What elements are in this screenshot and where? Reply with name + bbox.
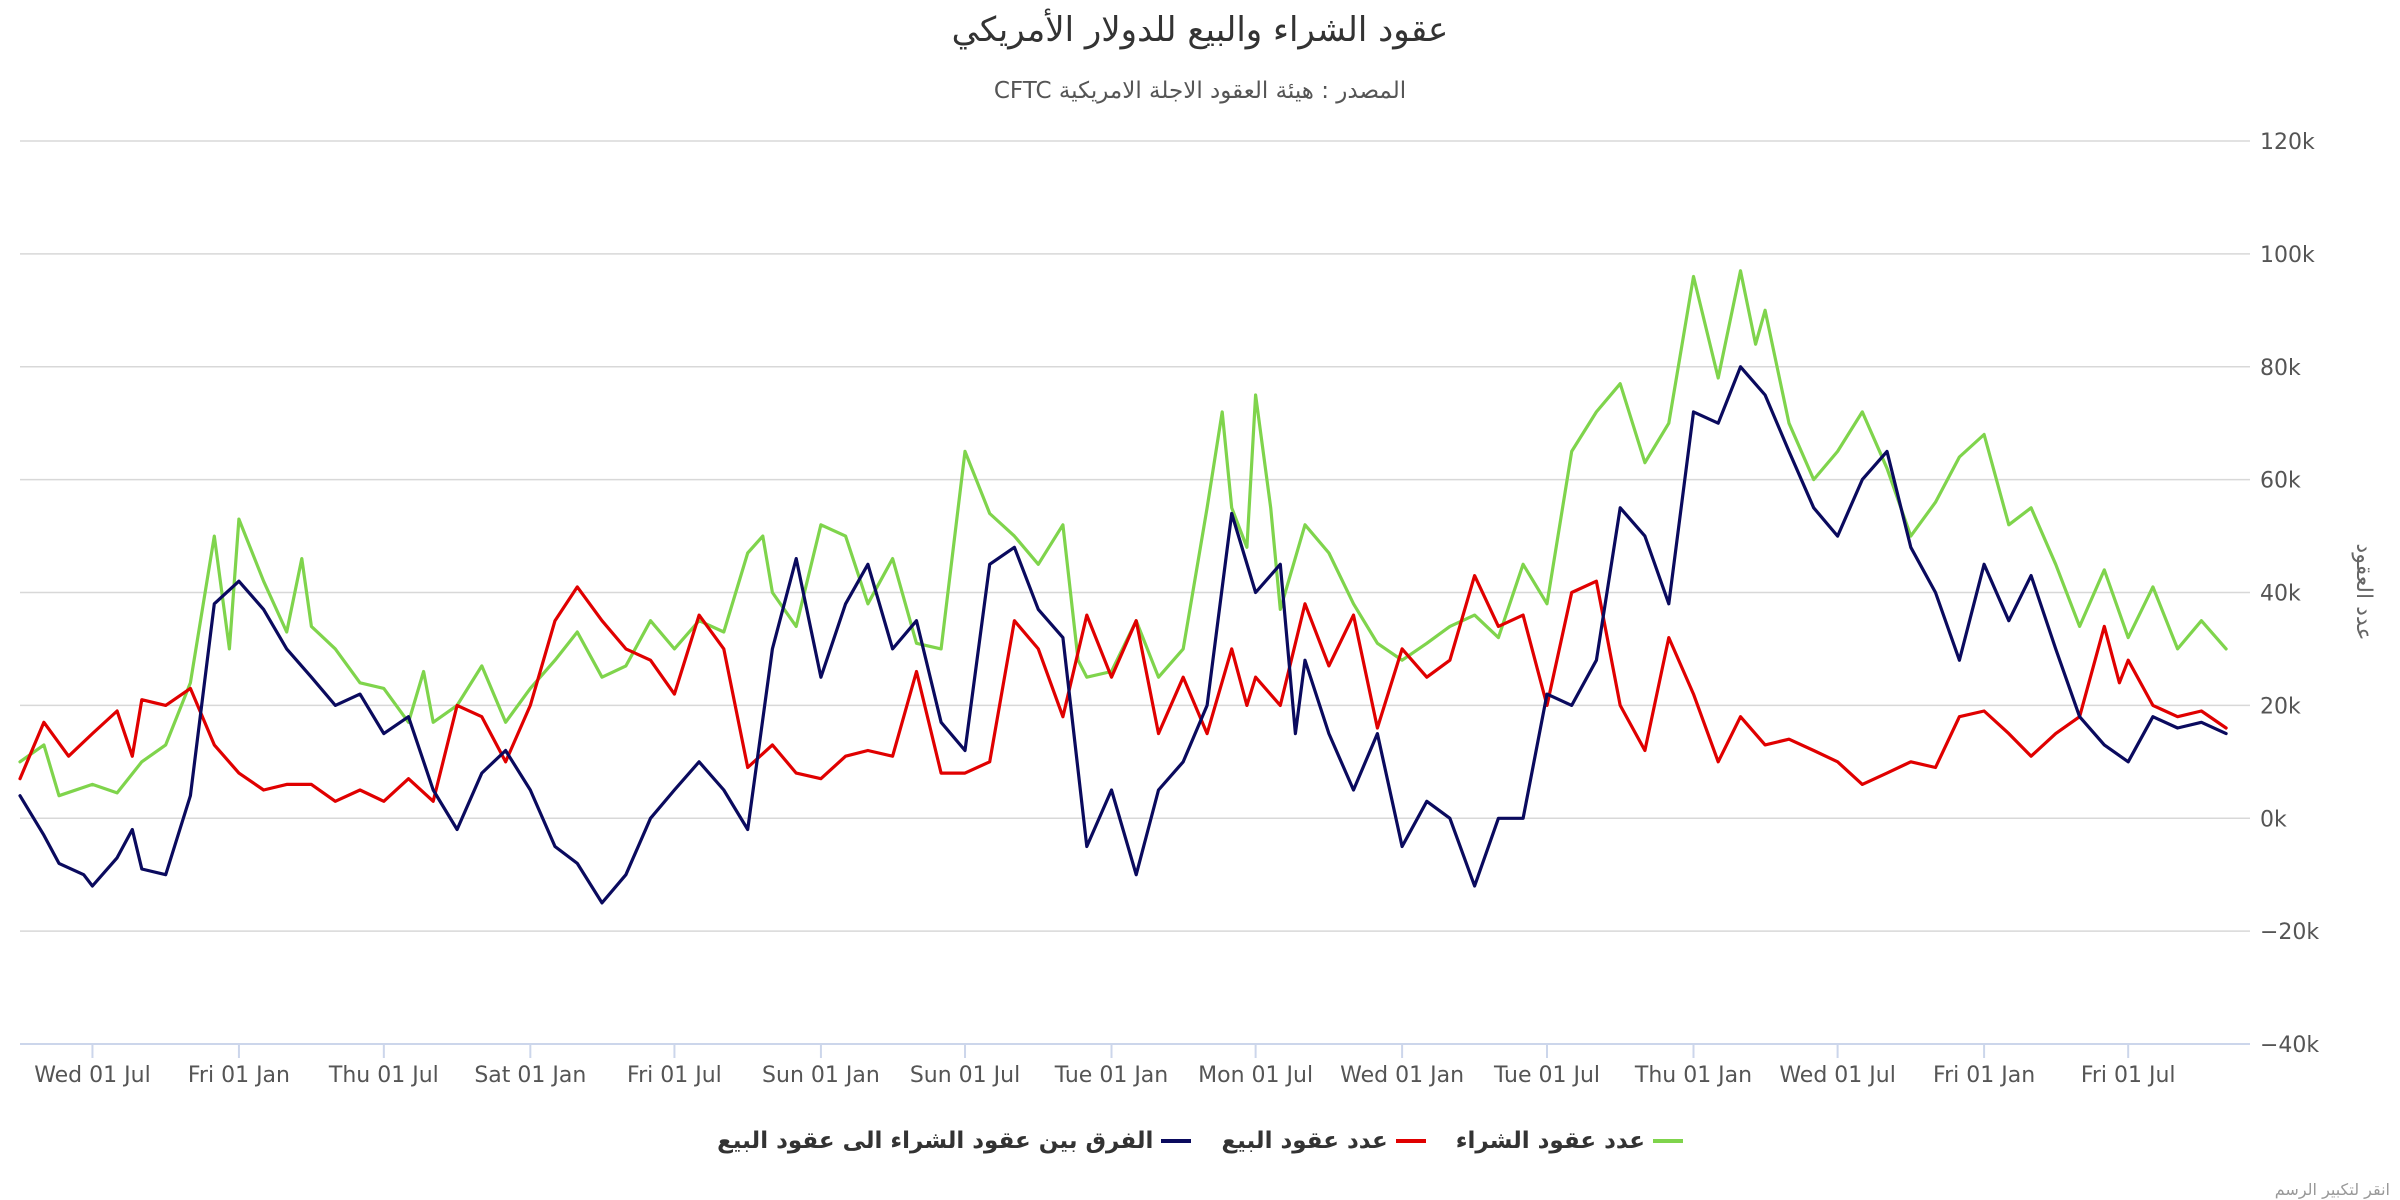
x-tick-label: Wed 01 Jan	[1340, 1063, 1464, 1088]
chart-subtitle: المصدر : هيئة العقود الاجلة الامريكية CF…	[993, 78, 1407, 104]
legend-line-icon	[1395, 1139, 1426, 1143]
legend-line-icon	[1161, 1139, 1192, 1143]
x-tick-label: Wed 01 Jul	[1779, 1063, 1896, 1088]
credits-link[interactable]: انقر لتكبير الرسم	[2274, 1180, 2390, 1199]
legend: عدد عقود الشراء عدد عقود البيع الفرق بين ع…	[0, 1128, 2400, 1154]
y-tick-label: −40k	[2260, 1033, 2319, 1058]
y-tick-label: −20k	[2260, 920, 2319, 945]
x-tick-label: Sat 01 Jan	[474, 1063, 586, 1088]
x-tick-label: Mon 01 Jul	[1198, 1063, 1313, 1088]
chart-title: عقود الشراء والبيع للدولار الأمريكي	[951, 10, 1449, 50]
y-tick-label: 80k	[2260, 356, 2301, 381]
y-tick-label: 40k	[2260, 582, 2301, 607]
x-tick-label: Tue 01 Jul	[1493, 1063, 1600, 1088]
x-tick-label: Wed 01 Jul	[34, 1063, 151, 1088]
series-line-2	[18, 573, 2228, 803]
x-tick-label: Fri 01 Jan	[188, 1063, 290, 1088]
y-tick-label: 60k	[2260, 469, 2301, 494]
x-tick-label: Fri 01 Jan	[1933, 1063, 2035, 1088]
legend-item-1[interactable]: عدد عقود الشراء	[1456, 1128, 1683, 1154]
x-tick-label: Fri 01 Jul	[2081, 1063, 2176, 1088]
series-lines	[18, 269, 2228, 905]
series-line-1	[18, 269, 2228, 798]
legend-line-icon	[1652, 1139, 1683, 1143]
y-tick-label: 0k	[2260, 807, 2287, 832]
y-tick-label: 120k	[2260, 130, 2315, 155]
x-axis: Wed 01 Jul Fri 01 Jan Thu 01 Jul Sat 01 Jan…	[20, 1043, 2250, 1088]
series-line-3	[18, 365, 2228, 905]
y-tick-label: 100k	[2260, 243, 2315, 268]
x-tick-label: Thu 01 Jan	[1634, 1063, 1752, 1088]
y-tick-label: 20k	[2260, 694, 2301, 719]
legend-label: الفرق بين عقود الشراء الى عقود البيع	[717, 1128, 1154, 1154]
legend-label: عدد عقود الشراء	[1455, 1128, 1645, 1154]
legend-label: عدد عقود البيع	[1221, 1128, 1388, 1154]
x-tick-label: Sun 01 Jul	[910, 1063, 1020, 1088]
x-tick-label: Sun 01 Jan	[762, 1063, 880, 1088]
x-tick-label: Thu 01 Jul	[328, 1063, 439, 1088]
grid-lines	[20, 140, 2250, 1045]
x-tick-label: Tue 01 Jan	[1054, 1063, 1168, 1088]
y-axis-label: عدد العقود	[2351, 543, 2376, 640]
x-tick-label: Fri 01 Jul	[627, 1063, 722, 1088]
legend-item-2[interactable]: عدد عقود البيع	[1221, 1128, 1426, 1154]
legend-item-3[interactable]: الفرق بين عقود الشراء الى عقود البيع	[717, 1128, 1192, 1154]
y-axis-ticks: −40k −20k 0k 20k 40k 60k 80k 100k 120k	[2260, 130, 2319, 1058]
